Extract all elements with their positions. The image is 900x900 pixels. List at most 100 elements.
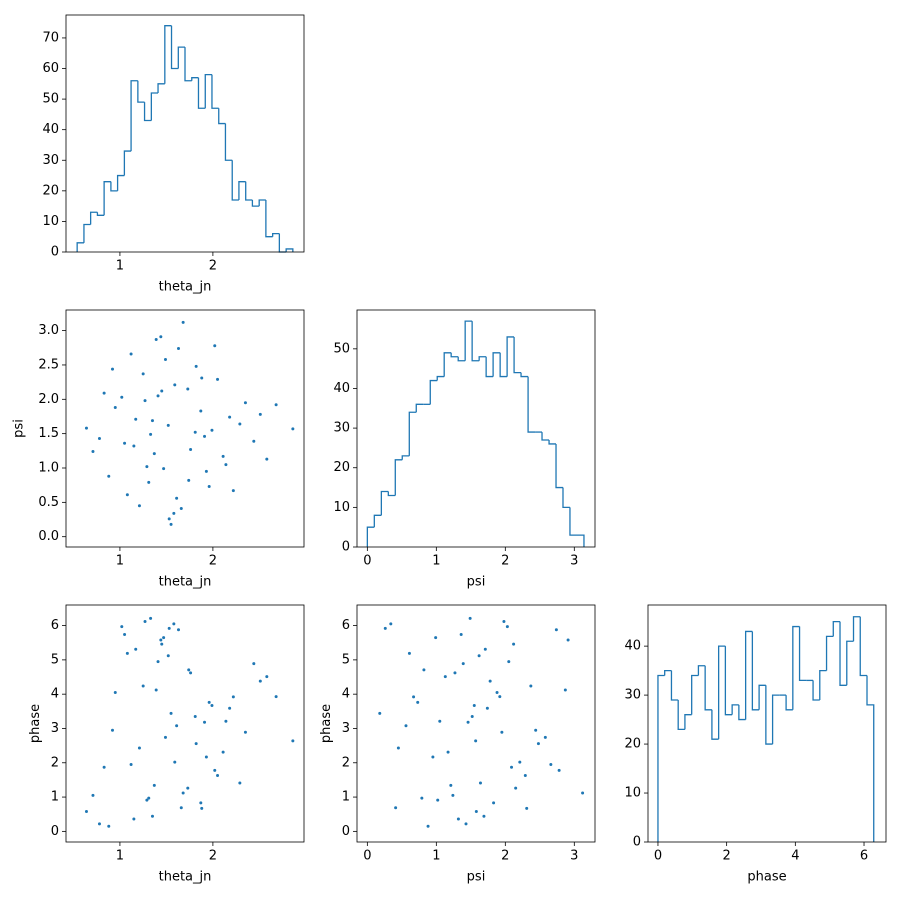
histogram-step — [258, 199, 266, 207]
histogram-step — [408, 411, 417, 456]
axes-frame — [356, 604, 596, 843]
x-axis-label: theta_jn — [159, 280, 212, 295]
histogram-step — [478, 356, 487, 361]
histogram-step — [866, 675, 875, 842]
scatter-point — [488, 679, 492, 683]
scatter-point — [422, 668, 426, 672]
scatter-point — [252, 662, 256, 666]
scatter-point — [482, 814, 486, 818]
y-tick-label: 40 — [624, 639, 641, 654]
y-tick-label: 40 — [42, 122, 59, 137]
scatter-point — [173, 760, 177, 764]
scatter-point — [200, 376, 204, 380]
scatter-point — [434, 636, 438, 640]
scatter-point — [143, 399, 147, 403]
y-tick-label: 5 — [342, 652, 350, 667]
scatter-point — [97, 436, 101, 440]
scatter-point — [478, 781, 482, 785]
scatter-point — [492, 801, 496, 805]
axes-frame — [65, 14, 305, 253]
histogram-step — [520, 372, 529, 378]
histogram-step — [825, 635, 834, 671]
scatter-point — [563, 688, 567, 692]
scatter-point — [186, 786, 190, 790]
scatter-point — [129, 352, 133, 356]
y-tick-label: 1 — [51, 790, 59, 805]
scatter-point — [456, 817, 460, 821]
x-tick-label: 2 — [209, 554, 217, 569]
histogram-step — [562, 487, 570, 509]
x-tick-label: 4 — [791, 849, 799, 864]
x-axis-label: psi — [467, 870, 486, 885]
scatter-point — [204, 469, 208, 473]
scatter-point — [156, 660, 160, 664]
scatter-point — [152, 452, 156, 456]
histogram-step — [555, 443, 563, 489]
scatter-point — [107, 824, 111, 828]
histogram-step — [285, 248, 294, 252]
histogram-step — [231, 160, 239, 201]
scatter-point — [91, 793, 95, 797]
scatter-point — [210, 428, 214, 432]
histogram-step — [83, 223, 91, 243]
scatter-point — [416, 700, 420, 704]
histogram-step — [143, 102, 152, 122]
y-tick-label: 20 — [333, 460, 350, 475]
scatter-point — [132, 444, 136, 448]
scatter-point — [97, 822, 101, 826]
scatter-point — [189, 671, 193, 675]
histogram-step — [839, 621, 847, 686]
histogram-step — [130, 80, 138, 152]
scatter-point — [514, 786, 518, 790]
scatter-point — [159, 335, 163, 339]
histogram-step — [541, 432, 550, 441]
scatter-point — [200, 806, 204, 810]
scatter-point — [125, 651, 129, 655]
histogram-step — [278, 233, 287, 253]
axes-frame — [65, 309, 305, 548]
scatter-point — [149, 432, 153, 436]
y-tick-label: 0.5 — [38, 495, 59, 510]
scatter-point — [150, 814, 154, 818]
scatter-point — [502, 619, 506, 623]
x-tick-label: 2 — [209, 849, 217, 864]
histogram-step — [499, 352, 508, 378]
scatter-point — [554, 628, 558, 632]
scatter-point — [228, 415, 232, 419]
scatter-point — [150, 419, 154, 423]
histogram-step — [576, 534, 585, 547]
histogram-step — [401, 455, 410, 460]
y-tick-label: 1.5 — [38, 426, 59, 441]
scatter-point — [123, 441, 127, 445]
scatter-point — [252, 439, 256, 443]
histogram-step — [170, 25, 179, 70]
histogram-step — [697, 665, 706, 676]
y-tick-label: 4 — [342, 687, 350, 702]
scatter-point — [291, 739, 295, 743]
histogram-step — [846, 640, 854, 686]
histogram-step — [513, 336, 522, 374]
scatter-point — [449, 783, 453, 787]
histogram-step — [443, 352, 452, 377]
scatter-point — [216, 377, 220, 381]
scatter-point — [468, 616, 472, 620]
histogram-step — [738, 704, 746, 721]
histogram-step — [224, 123, 233, 161]
scatter-point — [383, 626, 387, 630]
scatter-point — [181, 320, 185, 324]
histogram-step — [744, 630, 753, 720]
scatter-point — [258, 412, 262, 416]
histogram-step — [96, 212, 105, 216]
scatter-point — [194, 364, 198, 368]
histogram-step — [852, 616, 861, 642]
y-axis-label: psi — [12, 419, 27, 438]
histogram-step — [373, 514, 382, 528]
panel: 0 2 4 6 0 10 20 30 40 phase — [624, 604, 887, 885]
histogram-step — [76, 242, 84, 252]
histogram-step — [103, 181, 111, 216]
scatter-point — [536, 742, 540, 746]
scatter-point — [125, 493, 129, 497]
histogram-step — [677, 699, 685, 731]
histogram-step — [758, 684, 766, 710]
scatter-point — [213, 344, 217, 348]
